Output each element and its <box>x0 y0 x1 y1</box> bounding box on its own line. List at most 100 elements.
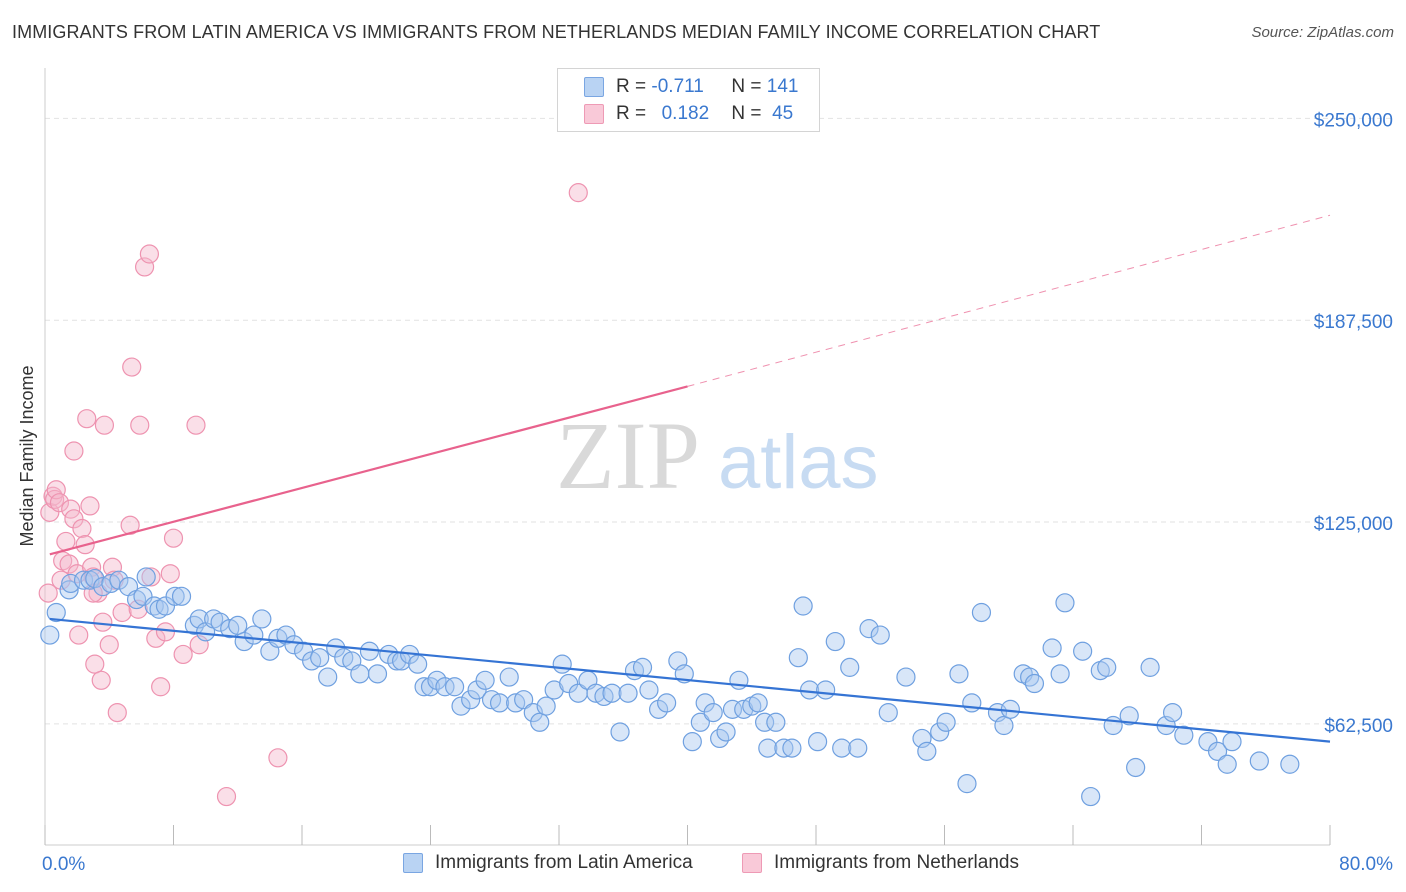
latin-america-point <box>758 738 778 758</box>
netherlands-trend-extension <box>687 214 1331 387</box>
latin-america-point <box>716 722 736 742</box>
latin-america-point <box>1119 706 1139 726</box>
latin-america-point <box>408 654 428 674</box>
netherlands-point <box>94 415 115 435</box>
bottom-legend-swatch-pink <box>742 853 762 873</box>
latin-america-point <box>46 602 66 623</box>
bottom-legend-netherlands: Immigrants from Netherlands <box>742 852 1019 874</box>
latin-america-point <box>228 615 248 635</box>
latin-america-point <box>1174 725 1194 745</box>
latin-america-point <box>1249 751 1269 771</box>
legend-r-value: 0.182 <box>661 103 710 124</box>
netherlands-point <box>93 612 113 632</box>
latin-america-point <box>1280 754 1300 774</box>
y-tick-labels: $62,500 $125,000 $187,500 $250,000 <box>1314 110 1393 737</box>
latin-america-point <box>774 738 794 758</box>
latin-america-point <box>444 677 465 697</box>
latin-america-point <box>848 738 868 758</box>
latin-america-point <box>1055 593 1075 613</box>
latin-america-point <box>896 667 916 687</box>
latin-america-point <box>808 732 828 752</box>
latin-america-point <box>59 580 79 600</box>
legend-swatch-blue <box>584 77 604 97</box>
trend-lines <box>49 214 1331 743</box>
watermark-zip: ZIP <box>556 402 700 509</box>
bottom-legend-label: Immigrants from Latin America <box>435 852 693 873</box>
latin-america-point <box>936 712 956 732</box>
latin-america-point <box>832 738 852 758</box>
legend-r-label: R = <box>616 103 647 124</box>
bottom-legend-latin-america: Immigrants from Latin America <box>403 852 693 874</box>
latin-america-point <box>499 667 519 687</box>
latin-america-point <box>536 696 556 716</box>
x-tick-label-max: 80.0% <box>1339 854 1393 875</box>
latin-america-point <box>766 712 786 732</box>
y-tick-label: $187,500 <box>1314 312 1393 333</box>
latin-america-point <box>878 702 898 723</box>
latin-america-point <box>318 667 338 687</box>
latin-america-point <box>1097 657 1117 677</box>
latin-america-point <box>657 693 677 713</box>
latin-america-point <box>949 664 969 684</box>
netherlands-trend-line <box>49 385 688 556</box>
latin-america-point <box>1198 732 1218 752</box>
chart-title: IMMIGRANTS FROM LATIN AMERICA VS IMMIGRA… <box>12 22 1101 42</box>
netherlands-point <box>107 702 127 723</box>
latin-america-point <box>1222 732 1242 752</box>
latin-america-point <box>722 699 743 719</box>
bottom-legend-swatch-blue <box>403 853 423 873</box>
latin-america-point <box>40 625 60 645</box>
latin-america-point <box>602 683 622 703</box>
latin-america-point <box>994 715 1014 736</box>
latin-america-point <box>930 722 950 742</box>
y-tick-label: $125,000 <box>1314 514 1393 535</box>
latin-america-point <box>1042 638 1062 658</box>
latin-america-point <box>788 648 808 668</box>
latin-america-points <box>40 567 1300 807</box>
latin-america-point <box>1217 754 1237 774</box>
latin-america-point <box>514 690 534 710</box>
y-tick-label: $250,000 <box>1314 110 1393 131</box>
netherlands-point <box>139 244 160 264</box>
latin-america-point <box>451 696 471 716</box>
latin-america-point <box>1140 657 1160 677</box>
latin-america-point <box>825 631 845 652</box>
latin-america-point <box>475 670 495 690</box>
netherlands-point <box>186 415 206 435</box>
y-tick-label: $62,500 <box>1324 716 1393 737</box>
latin-america-point <box>703 702 723 723</box>
latin-america-point <box>793 596 813 616</box>
latin-america-point <box>461 690 481 710</box>
x-tick-label-min: 0.0% <box>42 854 85 875</box>
y-axis-label: Median Family Income <box>17 365 37 546</box>
latin-america-point <box>962 693 982 713</box>
latin-america-point <box>690 712 710 732</box>
latin-america-point <box>840 657 860 677</box>
latin-america-point <box>136 567 156 587</box>
latin-america-point <box>530 712 550 732</box>
latin-america-point <box>782 738 802 758</box>
legend-n-value: 45 <box>772 103 794 124</box>
netherlands-point <box>64 441 84 461</box>
latin-america-point <box>489 693 510 713</box>
latin-america-point <box>610 722 630 742</box>
netherlands-point <box>72 518 92 539</box>
legend-r-label: R = <box>616 76 647 97</box>
latin-america-point <box>559 673 579 694</box>
netherlands-point <box>122 357 142 377</box>
latin-america-point <box>1050 664 1070 684</box>
latin-america-point <box>1126 757 1146 778</box>
latin-america-point <box>1207 741 1228 761</box>
latin-america-point <box>171 586 192 606</box>
latin-america-point <box>252 609 272 629</box>
latin-america-point <box>310 648 330 668</box>
latin-america-point <box>639 680 659 700</box>
latin-america-point <box>276 625 296 645</box>
latin-america-point <box>971 602 992 623</box>
netherlands-point <box>155 622 176 642</box>
netherlands-point <box>59 554 79 574</box>
latin-america-point <box>350 664 370 684</box>
legend-n-value: 141 <box>766 76 799 97</box>
legend-swatch-pink <box>584 104 604 124</box>
